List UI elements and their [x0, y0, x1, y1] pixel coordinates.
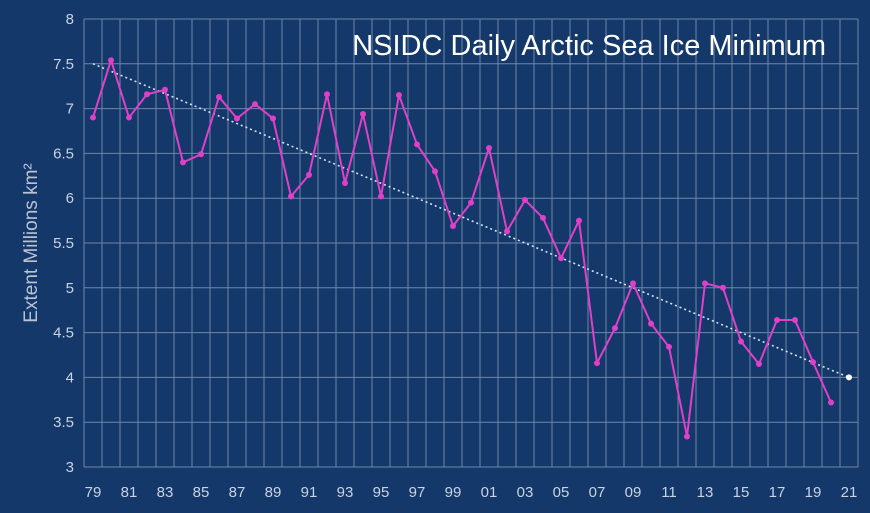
x-axis-ticks: 79 81 83 85 87 89 91 93 95 97 99 01 03 05 07 09 11 13 15 17…: [85, 484, 858, 501]
y-tick-label: 5.5: [53, 235, 74, 252]
data-point: [612, 325, 618, 332]
series-line: [92, 59, 832, 438]
trendline-layer: [92, 63, 852, 381]
data-point: [126, 114, 132, 121]
series-layer: [90, 57, 834, 440]
data-point: [648, 320, 654, 327]
data-point: [342, 179, 348, 186]
data-point: [738, 338, 744, 345]
data-point: [558, 255, 564, 262]
x-tick-label: 19: [805, 484, 822, 501]
x-tick-label: 21: [841, 484, 858, 501]
y-tick-label: 4.5: [53, 325, 74, 342]
x-tick-label: 91: [301, 484, 318, 501]
data-point: [180, 159, 186, 166]
x-tick-label: 89: [265, 484, 282, 501]
x-tick-label: 13: [697, 484, 714, 501]
data-point: [486, 145, 492, 152]
data-point: [522, 196, 528, 203]
data-point: [162, 86, 168, 93]
y-tick-label: 6.5: [53, 145, 74, 162]
chart-title: NSIDC Daily Arctic Sea Ice Minimum: [352, 30, 826, 62]
data-point: [792, 317, 798, 324]
x-tick-label: 11: [661, 484, 677, 501]
x-tick-label: 05: [553, 484, 570, 501]
x-tick-label: 83: [157, 484, 174, 501]
trendline-end-point: [846, 374, 852, 381]
x-tick-label: 81: [121, 484, 138, 501]
data-point: [540, 214, 546, 221]
x-tick-label: 03: [517, 484, 534, 501]
data-point: [90, 114, 96, 121]
data-point: [504, 228, 510, 235]
x-tick-label: 95: [373, 484, 390, 501]
data-point: [306, 171, 312, 178]
data-point: [324, 91, 330, 98]
data-point: [144, 91, 150, 98]
trendline: [92, 63, 850, 379]
y-axis-ticks: 3 3.5 4 4.5 5 5.5 6 6.5 7 7.5 8: [53, 11, 74, 476]
y-tick-label: 7.5: [53, 56, 74, 73]
data-point: [666, 343, 672, 350]
data-point: [432, 168, 438, 175]
x-tick-label: 97: [409, 484, 426, 501]
data-point: [252, 101, 258, 108]
y-tick-label: 8: [66, 11, 74, 28]
x-tick-label: 87: [229, 484, 246, 501]
x-tick-label: 99: [445, 484, 462, 501]
x-tick-label: 93: [337, 484, 354, 501]
data-point: [576, 217, 582, 224]
x-tick-label: 07: [589, 484, 606, 501]
data-point: [756, 360, 762, 367]
data-point: [216, 93, 222, 100]
gridlines: [83, 18, 859, 468]
y-axis-title: Extent Millions km²: [21, 163, 42, 322]
data-point: [468, 199, 474, 206]
data-point: [288, 193, 294, 200]
data-point: [720, 284, 726, 291]
data-point: [828, 399, 834, 406]
data-point: [396, 92, 402, 99]
data-point: [450, 222, 456, 229]
x-tick-label: 79: [85, 484, 102, 501]
x-tick-label: 01: [481, 484, 498, 501]
data-point: [594, 360, 600, 367]
data-point: [702, 280, 708, 287]
y-tick-label: 3: [66, 459, 74, 476]
data-point: [684, 433, 690, 440]
data-point: [198, 151, 204, 158]
x-tick-label: 85: [193, 484, 210, 501]
y-tick-label: 3.5: [53, 414, 74, 431]
data-point: [810, 359, 816, 366]
data-point: [234, 115, 240, 122]
x-tick-label: 09: [625, 484, 642, 501]
data-point: [774, 317, 780, 324]
data-point: [378, 193, 384, 200]
x-tick-label: 15: [733, 484, 750, 501]
data-point: [360, 110, 366, 117]
x-tick-label: 17: [769, 484, 786, 501]
data-point: [630, 280, 636, 287]
y-tick-label: 4: [66, 369, 74, 386]
data-point: [270, 115, 276, 122]
data-point: [414, 141, 420, 148]
y-tick-label: 5: [66, 280, 74, 297]
data-point: [108, 57, 114, 64]
y-tick-label: 7: [66, 101, 74, 118]
y-tick-label: 6: [66, 190, 74, 207]
